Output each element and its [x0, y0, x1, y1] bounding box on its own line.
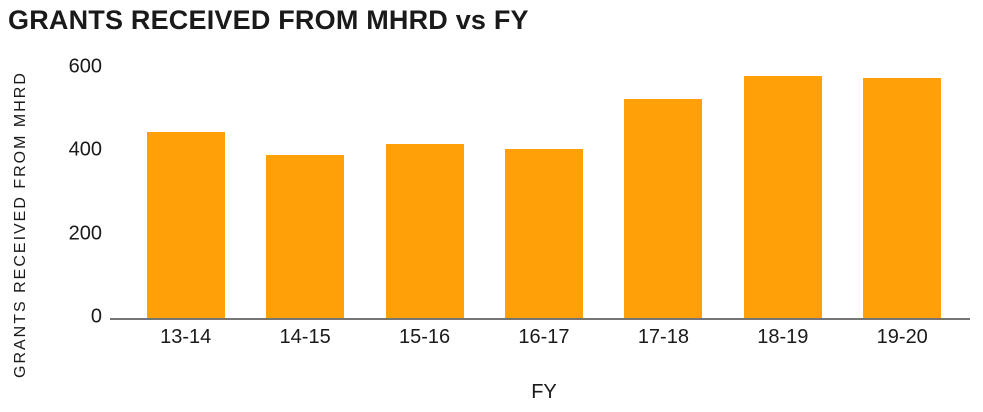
x-axis-title: FY: [531, 381, 557, 403]
bar-slot-14-15: [245, 60, 364, 318]
x-tick-15-16: 15-16: [398, 326, 451, 348]
bar-13-14: [146, 132, 225, 318]
bar-slot-15-16: [365, 60, 484, 318]
bar-17-18: [624, 98, 703, 318]
bar-slot-13-14: [126, 60, 245, 318]
x-tick-16-17: 16-17: [518, 326, 570, 348]
y-tick-600: 600: [68, 55, 102, 78]
x-tick-19-20: 19-20: [876, 326, 928, 348]
plot-area: [126, 60, 962, 318]
x-tick-18-19: 18-19: [757, 326, 809, 348]
x-tick-13-14: 13-14: [160, 326, 212, 348]
y-tick-200: 200: [68, 222, 102, 245]
bar-slot-18-19: [723, 60, 842, 318]
bar-19-20: [863, 77, 942, 318]
x-tick-14-15: 14-15: [279, 326, 331, 348]
y-tick-0: 0: [90, 305, 102, 328]
bar-16-17: [504, 148, 583, 318]
bar-slot-19-20: [843, 60, 962, 318]
bar-15-16: [385, 143, 464, 318]
bar-slot-16-17: [484, 60, 603, 318]
chart-title: GRANTS RECEIVED FROM MHRD vs FY: [8, 5, 529, 35]
x-tick-labels: 13-14 14-15 15-16 16-17 17-18 18-19 19-20: [126, 326, 962, 349]
bar-slot-17-18: [604, 60, 723, 318]
bar-18-19: [743, 75, 822, 318]
x-axis-line: [110, 318, 970, 320]
y-tick-400: 400: [68, 138, 102, 161]
x-tick-17-18: 17-18: [637, 326, 689, 348]
bar-14-15: [266, 155, 345, 318]
